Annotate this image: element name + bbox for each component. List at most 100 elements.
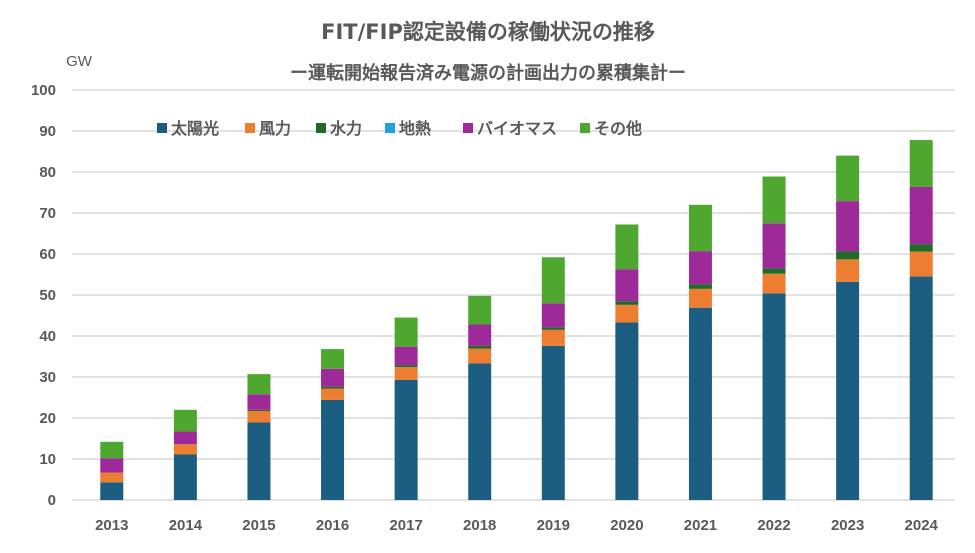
legend-label: バイオマス [477, 119, 557, 138]
bar-segment [321, 349, 345, 369]
bar-segment [247, 422, 271, 500]
bar-segment [909, 276, 933, 500]
x-tick-label: 2014 [169, 517, 203, 534]
chart-title: FIT/FIP認定設備の稼働状況の推移 [321, 20, 655, 44]
y-tick-label: 20 [39, 410, 56, 427]
bar-segment [541, 329, 565, 346]
bar-segment [688, 307, 712, 500]
bar-segment [173, 454, 197, 500]
chart-subtitle: ー運転開始報告済み電源の計画出力の累積集計ー [290, 62, 686, 84]
x-tick-label: 2019 [537, 517, 570, 534]
legend-swatch [157, 123, 167, 133]
bar-segment [762, 176, 786, 224]
bar-segment [541, 303, 565, 328]
legend-swatch [245, 123, 255, 133]
legend-label: 水力 [330, 119, 362, 138]
bar-segment [909, 140, 933, 187]
bar-segment [321, 388, 345, 400]
y-tick-label: 90 [39, 123, 56, 140]
bar-segment [688, 204, 712, 252]
y-tick-label: 0 [48, 492, 56, 509]
bar-segment [468, 363, 492, 500]
y-tick-label: 80 [39, 164, 56, 181]
gridlines [72, 89, 955, 501]
bar-segment [836, 281, 860, 500]
bar-segment [100, 472, 124, 483]
legend-label: 風力 [259, 119, 291, 138]
bar-segment [100, 441, 124, 459]
legend-swatch [580, 123, 590, 133]
bar-segment [394, 367, 418, 380]
bar-segment [247, 411, 271, 423]
bar-segment [173, 431, 197, 445]
x-tick-label: 2015 [242, 517, 275, 534]
x-tick-label: 2024 [905, 517, 939, 534]
y-tick-label: 10 [39, 451, 56, 468]
bar-segment [394, 317, 418, 347]
bar-segment [394, 365, 418, 368]
legend-item: 地熱 [385, 119, 431, 138]
legend-label: その他 [594, 119, 642, 138]
y-axis-ticks: 0 10 20 30 40 50 60 70 80 90 100 [31, 82, 56, 509]
bar-segment [321, 368, 345, 387]
bar-segment [836, 201, 860, 252]
bar-segment [321, 386, 345, 389]
legend-swatch [316, 123, 326, 133]
bar-segment [468, 348, 492, 364]
bar-segment [173, 444, 197, 455]
bar-segment [909, 186, 933, 245]
bar-segment [173, 409, 197, 432]
bar-segment [100, 458, 124, 473]
legend-label: 太陽光 [170, 119, 219, 138]
y-tick-label: 60 [39, 246, 56, 263]
bar-segment [100, 482, 124, 500]
x-tick-label: 2018 [463, 517, 496, 534]
legend-item: 水力 [316, 119, 362, 138]
x-tick-label: 2016 [316, 517, 349, 534]
y-tick-label: 70 [39, 205, 56, 222]
bars [100, 140, 933, 500]
bar-segment [762, 268, 786, 274]
bar-segment [541, 327, 565, 330]
legend-item: バイオマス [463, 119, 557, 138]
bar-segment [836, 251, 860, 260]
x-tick-label: 2021 [684, 517, 717, 534]
legend-item: その他 [580, 119, 642, 138]
bar-segment [468, 295, 492, 325]
x-axis-ticks: 2013 2014 2015 2016 2017 2018 2019 2020 2021 2022… [95, 517, 938, 534]
legend-item: 風力 [245, 119, 291, 138]
x-tick-label: 2020 [610, 517, 643, 534]
legend-swatch [463, 123, 473, 133]
bar-segment [615, 322, 639, 500]
bar-segment [541, 257, 565, 304]
bar-segment [615, 304, 639, 323]
bar-segment [247, 374, 271, 395]
bar-segment [615, 269, 639, 302]
bar-segment [909, 251, 933, 277]
y-tick-label: 30 [39, 369, 56, 386]
bar-segment [762, 273, 786, 294]
bar-segment [247, 409, 271, 412]
x-tick-label: 2023 [831, 517, 864, 534]
y-tick-label: 100 [31, 82, 56, 99]
x-tick-label: 2013 [95, 517, 128, 534]
y-tick-label: 50 [39, 287, 56, 304]
bar-segment [615, 224, 639, 270]
bar-segment [394, 346, 418, 366]
bar-segment [321, 399, 345, 500]
y-axis-unit-label: GW [66, 53, 93, 70]
legend-item: 太陽光 [157, 119, 219, 138]
x-tick-label: 2022 [757, 517, 790, 534]
bar-segment [247, 394, 271, 410]
bar-segment [909, 244, 933, 252]
bar-segment [836, 155, 860, 202]
bar-segment [762, 293, 786, 500]
legend: 太陽光 風力 水力 地熱 バイオマス その他 [157, 119, 642, 138]
x-tick-label: 2017 [389, 517, 422, 534]
bar-segment [688, 284, 712, 289]
legend-swatch [385, 123, 395, 133]
bar-segment [836, 259, 860, 282]
bar-segment [468, 324, 492, 346]
bar-segment [688, 251, 712, 285]
